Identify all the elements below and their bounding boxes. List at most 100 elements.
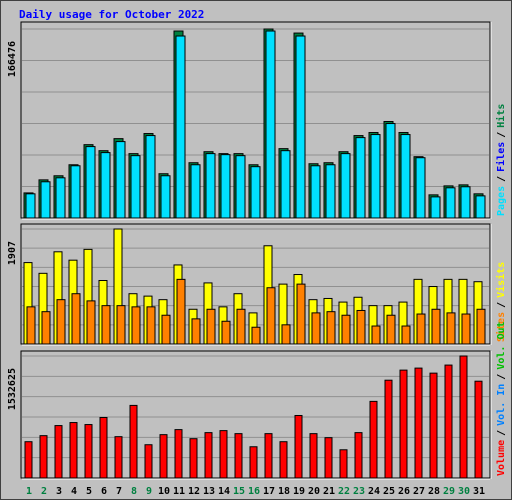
bar — [356, 309, 366, 345]
x-tick-label: 6 — [101, 486, 107, 497]
legend-separator: / — [496, 374, 507, 380]
bar — [401, 325, 411, 345]
bar — [204, 432, 213, 479]
bar — [369, 400, 378, 479]
x-tick-label: 26 — [398, 486, 410, 497]
bar — [56, 299, 66, 345]
x-tick-label: 9 — [146, 486, 152, 497]
bar — [264, 433, 273, 479]
bar — [221, 320, 231, 345]
x-tick-label: 10 — [158, 486, 170, 497]
bar — [295, 35, 306, 219]
bar — [40, 181, 51, 219]
x-tick-label: 28 — [428, 486, 440, 497]
bar — [99, 417, 108, 479]
bar — [474, 380, 483, 479]
bar — [159, 434, 168, 479]
bar — [431, 308, 441, 345]
bar — [235, 155, 246, 219]
bar — [144, 444, 153, 479]
bar — [280, 150, 291, 219]
legend: Pages / Files / Hits — [495, 104, 507, 216]
x-tick-label: 18 — [278, 486, 290, 497]
legend-separator: / — [496, 430, 507, 436]
x-tick-label: 24 — [368, 486, 380, 497]
bar — [414, 367, 423, 479]
x-tick-label: 22 — [338, 486, 350, 497]
bar — [460, 186, 471, 219]
x-tick-label: 1 — [26, 486, 32, 497]
bar — [191, 318, 201, 345]
x-tick-label: 27 — [413, 486, 425, 497]
legend-separator: / — [496, 302, 507, 308]
bar — [236, 308, 246, 345]
bar — [100, 152, 111, 219]
x-tick-label: 12 — [188, 486, 200, 497]
bar — [206, 308, 216, 345]
legend-separator: / — [496, 132, 507, 138]
bar — [114, 436, 123, 479]
legend-entry: Volume — [496, 440, 507, 476]
bar — [476, 308, 486, 345]
x-tick-label: 11 — [173, 486, 185, 497]
bar — [430, 196, 441, 219]
bar — [176, 278, 186, 345]
bar — [250, 166, 261, 219]
bar — [41, 311, 51, 345]
y-tick-label: 166476 — [7, 41, 18, 77]
bar — [251, 326, 261, 345]
bar — [70, 165, 81, 219]
bar — [340, 153, 351, 219]
bar — [220, 154, 231, 219]
legend-entry: Visits — [495, 262, 507, 298]
x-tick-label: 13 — [203, 486, 215, 497]
bar — [266, 287, 276, 345]
bar — [279, 441, 288, 479]
bar — [446, 312, 456, 345]
y-tick-label: 1907 — [7, 241, 18, 265]
bar — [85, 146, 96, 219]
bar — [131, 306, 141, 345]
x-tick-label: 20 — [308, 486, 320, 497]
bar — [341, 314, 351, 345]
bar — [265, 30, 276, 219]
bar — [399, 369, 408, 479]
bar — [249, 446, 258, 479]
bar — [429, 372, 438, 479]
legend-entry: Files — [495, 142, 507, 172]
bar — [175, 35, 186, 219]
bar — [281, 324, 291, 345]
bar — [294, 414, 303, 479]
bar — [145, 135, 156, 219]
legend-entry: Pages — [496, 186, 507, 216]
bar — [400, 134, 411, 219]
x-tick-label: 19 — [293, 486, 305, 497]
x-tick-label: 3 — [56, 486, 62, 497]
bar — [311, 312, 321, 345]
bar — [354, 432, 363, 479]
x-tick-label: 15 — [233, 486, 245, 497]
bar — [219, 430, 228, 479]
legend: Volume / Vol. In / Vol. Out — [496, 321, 507, 476]
x-tick-label: 4 — [71, 486, 77, 497]
bar — [475, 195, 486, 219]
bar — [339, 449, 348, 479]
x-tick-label: 23 — [353, 486, 365, 497]
legend-separator: / — [496, 176, 507, 182]
bar — [371, 325, 381, 345]
x-tick-label: 21 — [323, 486, 335, 497]
bar — [386, 314, 396, 345]
bar — [355, 137, 366, 219]
legend-entry: Hits — [495, 104, 507, 128]
bar — [146, 306, 156, 345]
bar — [296, 283, 306, 345]
bar — [384, 379, 393, 479]
bar — [39, 435, 48, 479]
x-tick-label: 2 — [41, 486, 47, 497]
bar — [189, 438, 198, 479]
x-tick-label: 29 — [443, 486, 455, 497]
bar — [130, 155, 141, 219]
bar — [310, 165, 321, 219]
bar — [385, 123, 396, 219]
